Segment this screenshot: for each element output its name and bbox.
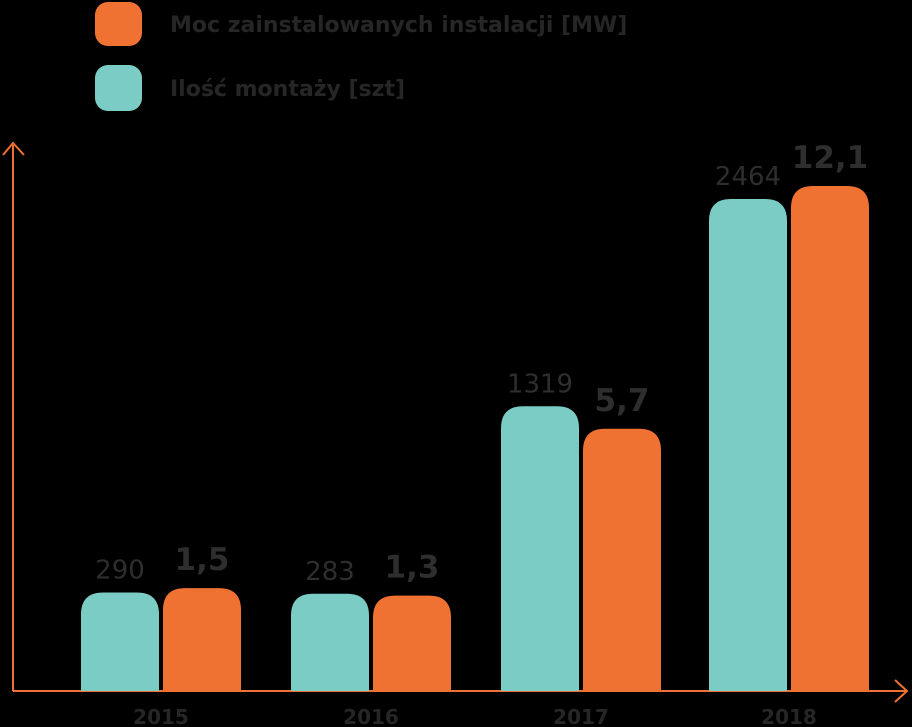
value-labels-group: 290 1,5 283 1,3 1319 5,7 2464 12,1: [95, 140, 868, 587]
legend-label-count: Ilość montaży [szt]: [170, 77, 405, 102]
x-axis-arrow-icon: [894, 679, 909, 703]
bar-count-2015: [81, 592, 159, 691]
value-label-count-2018: 2464: [715, 162, 781, 192]
bar-mw-2017: [583, 428, 661, 691]
bar-count-2017: [501, 406, 579, 691]
value-label-count-2016: 283: [305, 557, 355, 587]
value-label-count-2017: 1319: [507, 369, 573, 399]
bar-mw-2015: [163, 588, 241, 691]
legend-swatch-mw: [95, 2, 142, 46]
value-label-mw-2017: 5,7: [595, 383, 650, 419]
legend: Moc zainstalowanych instalacji [MW] Iloś…: [95, 2, 627, 111]
value-label-mw-2018: 12,1: [792, 140, 869, 176]
x-tick-label-2017: 2017: [553, 705, 609, 727]
value-label-mw-2015: 1,5: [175, 542, 230, 578]
bars-group: [81, 186, 869, 691]
bar-mw-2016: [373, 595, 451, 691]
bar-count-2018: [709, 199, 787, 691]
legend-label-mw: Moc zainstalowanych instalacji [MW]: [170, 13, 627, 38]
value-label-mw-2016: 1,3: [385, 550, 440, 586]
bar-count-2016: [291, 593, 369, 691]
value-label-count-2015: 290: [95, 556, 145, 586]
x-tick-label-2018: 2018: [761, 705, 817, 727]
x-tick-label-2015: 2015: [133, 705, 189, 727]
legend-swatch-count: [95, 65, 142, 111]
x-tick-label-2016: 2016: [343, 705, 399, 727]
bar-mw-2018: [791, 186, 869, 691]
tick-labels-group: 2015 2016 2017 2018: [133, 705, 817, 727]
y-axis-arrow-icon: [2, 141, 25, 156]
